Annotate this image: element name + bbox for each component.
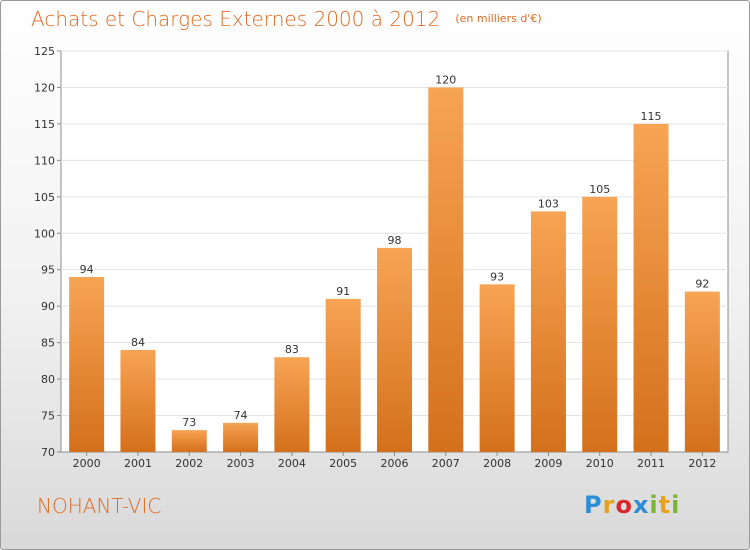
value-label: 103 — [538, 197, 559, 210]
logo-letter: t — [658, 491, 672, 519]
value-label: 74 — [234, 409, 248, 422]
value-label: 120 — [435, 73, 456, 86]
x-tick-label: 2010 — [586, 457, 614, 470]
y-tick-label: 105 — [34, 191, 55, 204]
value-label: 73 — [182, 416, 196, 429]
y-tick-label: 110 — [34, 154, 55, 167]
bar-2012 — [684, 291, 720, 452]
y-axis: 70 75 80 85 90 95 100 105 110 115 120 125 — [34, 45, 61, 459]
bar-2004 — [274, 357, 310, 452]
logo-letter: x — [632, 491, 650, 519]
value-label: 115 — [641, 110, 662, 123]
logo-letter: o — [615, 491, 633, 519]
bar-2006 — [377, 247, 412, 452]
value-label: 94 — [80, 263, 94, 276]
y-tick-label: 85 — [41, 337, 55, 350]
bars — [69, 87, 720, 453]
x-tick-label: 2001 — [124, 457, 152, 470]
x-tick-label: 2009 — [534, 457, 562, 470]
bar-2011 — [633, 123, 669, 452]
bar-2007 — [428, 87, 464, 453]
logo-letter: i — [671, 491, 681, 519]
y-tick-label: 95 — [41, 264, 55, 277]
bar-2001 — [120, 349, 156, 452]
x-axis: 2000 2001 2002 2003 2004 2005 2006 2007 2008 2009… — [73, 452, 716, 470]
proxiti-logo: Proxiti — [584, 491, 680, 519]
x-tick-label: 2005 — [329, 457, 357, 470]
bar-2009 — [530, 211, 566, 452]
y-tick-label: 75 — [41, 410, 55, 423]
y-tick-label: 120 — [34, 81, 55, 94]
value-label: 93 — [490, 270, 504, 283]
x-tick-label: 2007 — [432, 457, 460, 470]
y-tick-label: 80 — [41, 373, 55, 386]
x-tick-label: 2002 — [175, 457, 203, 470]
value-label: 105 — [589, 183, 610, 196]
bar-2002 — [171, 430, 207, 452]
title-block: Achats et Charges Externes 2000 à 2012 (… — [31, 7, 542, 31]
y-tick-label: 90 — [41, 300, 55, 313]
y-tick-label: 125 — [34, 45, 55, 58]
commune-name: NOHANT-VIC — [37, 494, 162, 518]
bar-2000 — [69, 277, 105, 452]
bar-2008 — [479, 284, 515, 452]
value-label: 83 — [285, 343, 299, 356]
x-tick-label: 2012 — [688, 457, 716, 470]
x-tick-label: 2006 — [381, 457, 409, 470]
logo-letter: r — [602, 491, 616, 519]
value-label: 98 — [388, 234, 402, 247]
chart-title: Achats et Charges Externes 2000 à 2012 — [31, 7, 441, 31]
x-tick-label: 2000 — [73, 457, 101, 470]
x-tick-label: 2011 — [637, 457, 665, 470]
logo-letter: i — [649, 491, 659, 519]
y-tick-label: 70 — [41, 446, 55, 459]
value-labels: 94 84 73 74 83 91 98 120 93 103 105 115 92 — [80, 73, 710, 429]
bar-2003 — [223, 422, 259, 452]
value-label: 92 — [695, 278, 709, 291]
chart-subtitle: (en milliers d'€) — [455, 12, 542, 25]
bar-2010 — [582, 196, 618, 452]
logo-letter: P — [584, 491, 603, 519]
y-tick-label: 100 — [34, 227, 55, 240]
x-tick-label: 2004 — [278, 457, 306, 470]
value-label: 84 — [131, 336, 145, 349]
bar-2005 — [325, 298, 361, 452]
value-label: 91 — [336, 285, 350, 298]
y-tick-label: 115 — [34, 118, 55, 131]
x-tick-label: 2008 — [483, 457, 511, 470]
x-tick-label: 2003 — [227, 457, 255, 470]
